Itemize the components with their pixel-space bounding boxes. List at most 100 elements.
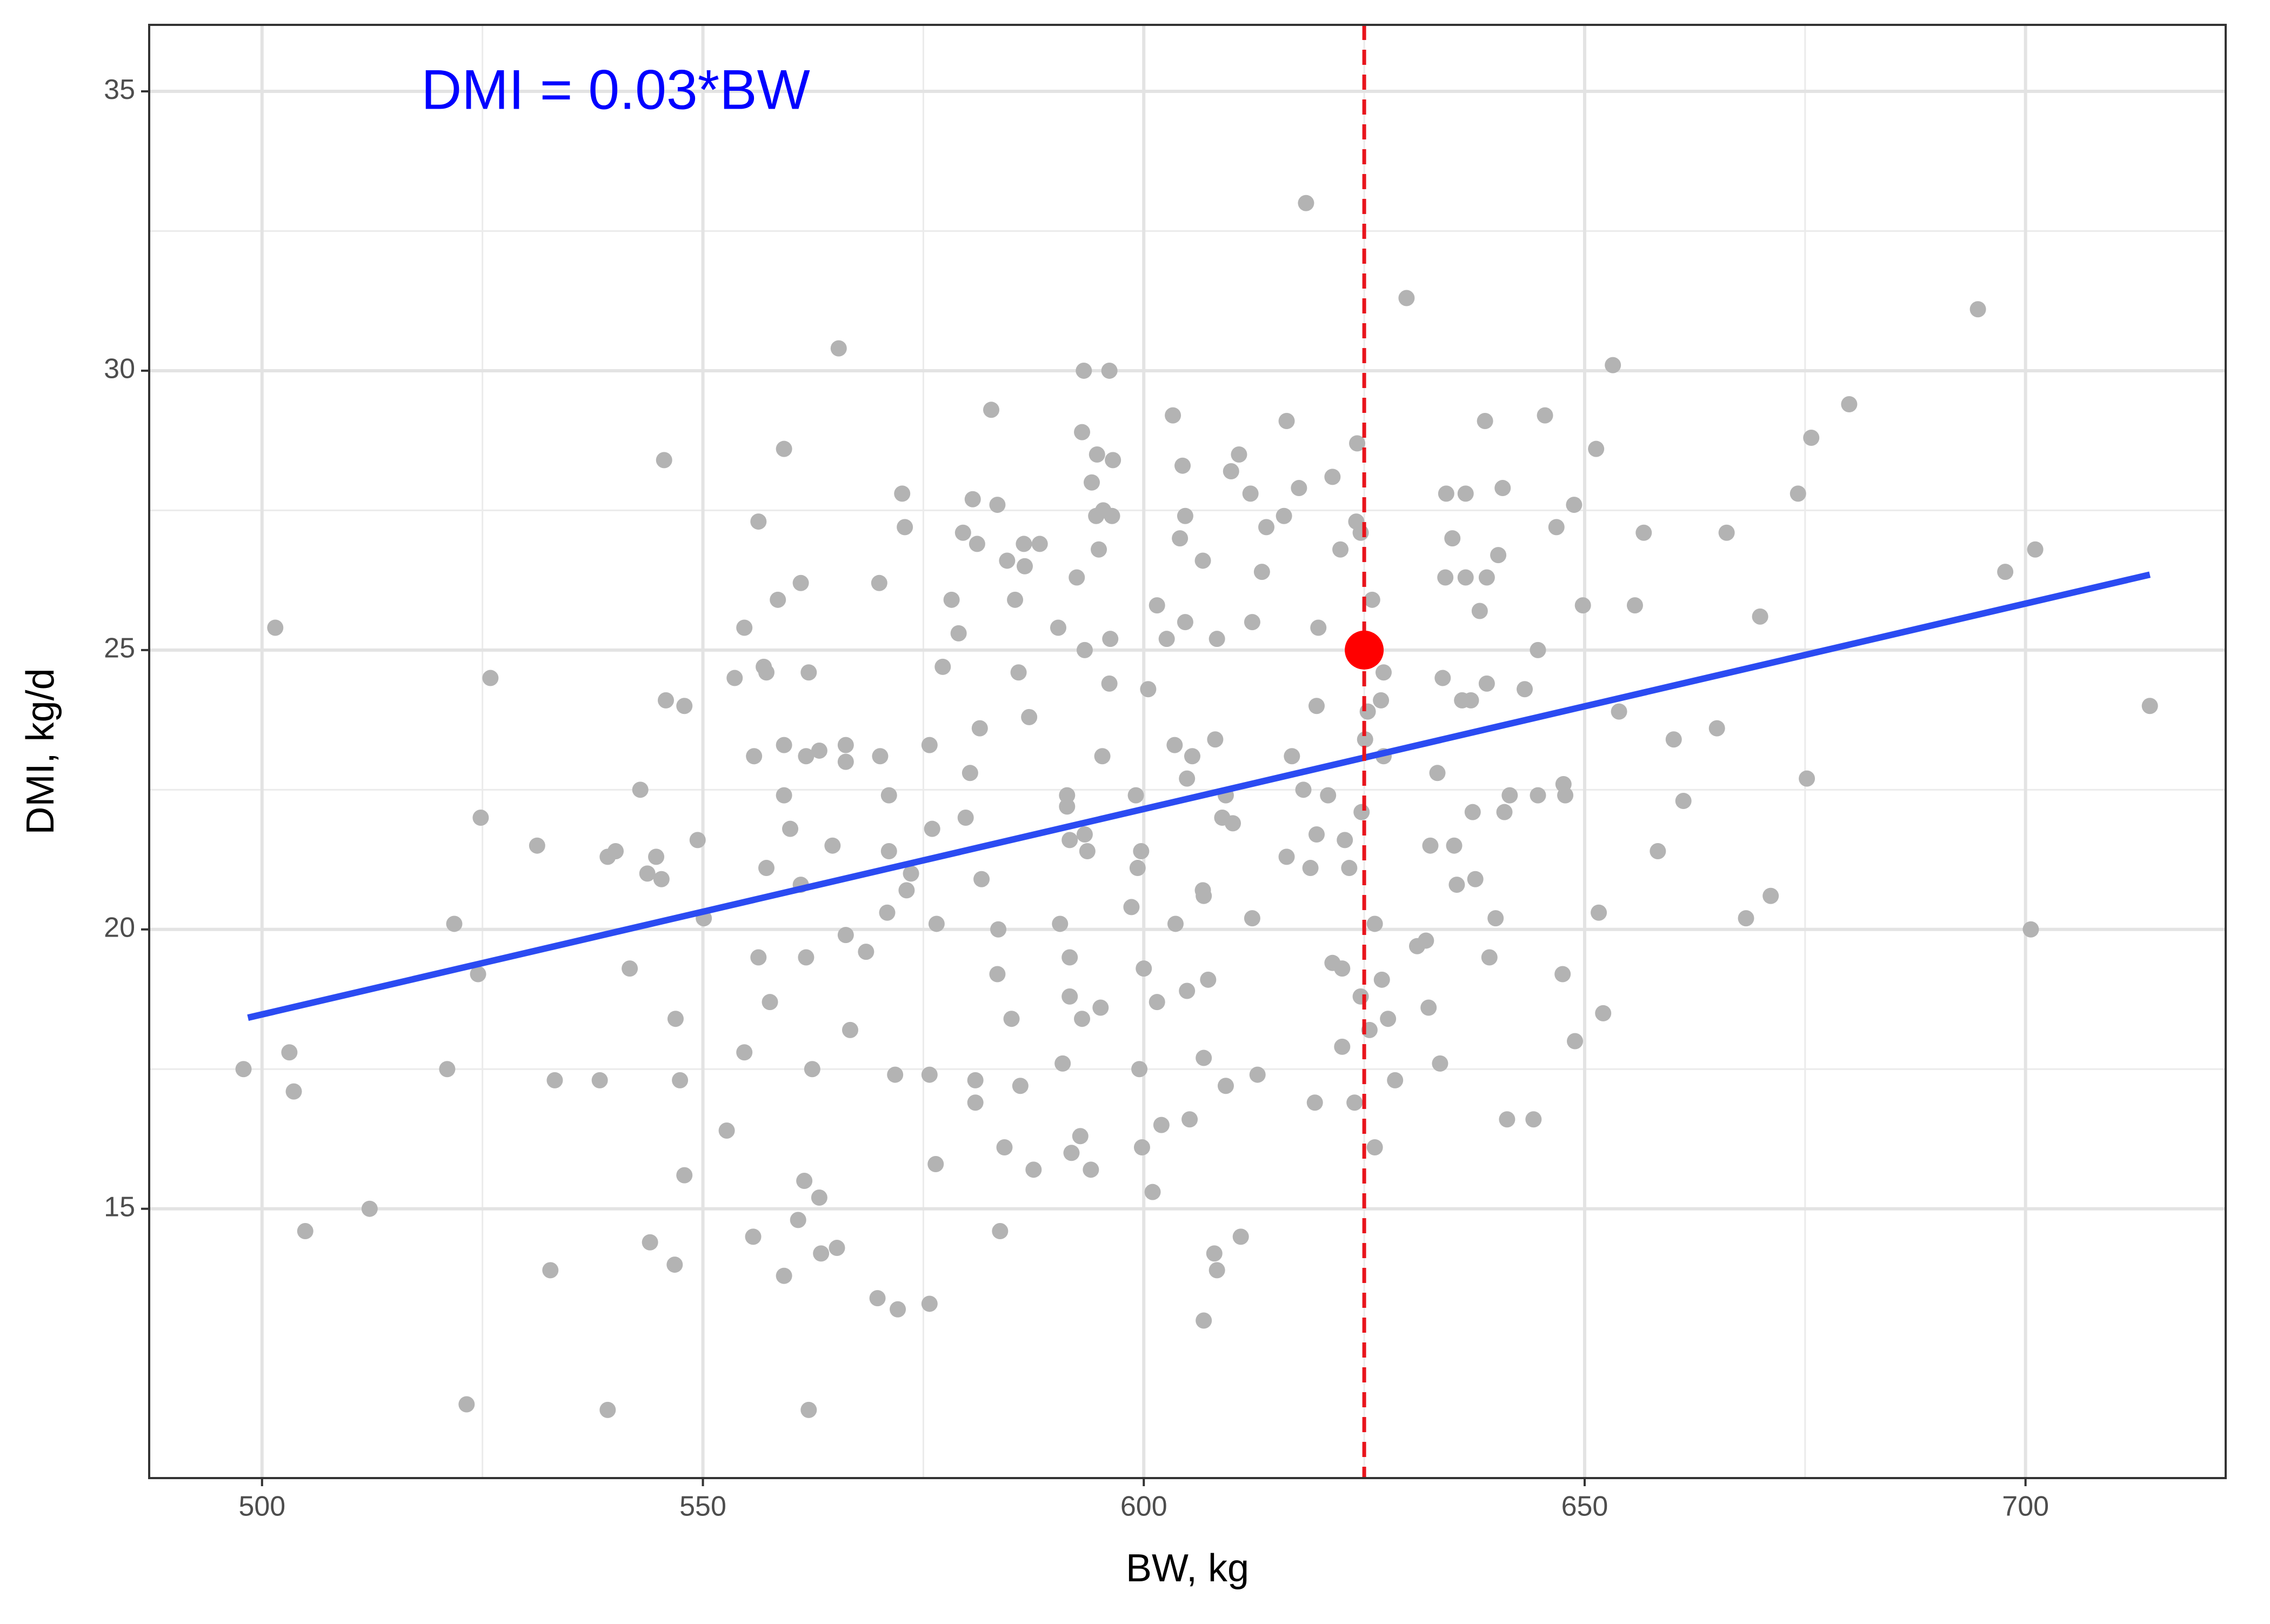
- data-point: [285, 1083, 302, 1100]
- data-point: [1380, 1011, 1397, 1027]
- data-point: [792, 574, 809, 591]
- data-point: [1140, 681, 1157, 698]
- data-point: [1574, 597, 1591, 614]
- data-point: [529, 837, 545, 854]
- data-point: [1167, 915, 1184, 932]
- data-point: [1295, 781, 1312, 798]
- data-point: [1359, 703, 1376, 720]
- data-point: [1357, 731, 1373, 748]
- data-point: [591, 1072, 608, 1088]
- data-point: [1165, 407, 1181, 424]
- highlight-point: [1345, 630, 1384, 670]
- data-point: [1209, 1262, 1225, 1279]
- data-point: [1052, 915, 1069, 932]
- data-point: [1332, 541, 1349, 558]
- data-point: [1278, 412, 1295, 429]
- data-point: [1799, 770, 1815, 787]
- data-point: [750, 949, 767, 966]
- data-point: [964, 491, 981, 507]
- data-point: [1398, 290, 1415, 306]
- data-point: [1353, 804, 1370, 820]
- data-point: [921, 1295, 938, 1312]
- data-point: [1207, 731, 1224, 748]
- data-point: [1320, 787, 1337, 804]
- data-point: [1196, 1050, 1212, 1066]
- data-point: [607, 843, 624, 860]
- data-point: [1209, 631, 1225, 647]
- data-point: [1059, 787, 1076, 804]
- data-point: [1525, 1111, 1542, 1128]
- data-point: [1420, 999, 1437, 1016]
- data-point: [1650, 843, 1666, 860]
- data-point: [1061, 988, 1078, 1005]
- data-point: [1123, 899, 1140, 915]
- data-point: [1375, 664, 1392, 681]
- data-point: [1665, 731, 1682, 748]
- data-point: [921, 737, 938, 753]
- data-point: [869, 1290, 886, 1307]
- data-point: [1298, 195, 1314, 211]
- data-point: [1083, 1161, 1099, 1178]
- data-point: [1626, 597, 1643, 614]
- panel-border: [148, 24, 2227, 1479]
- data-point: [599, 1401, 616, 1418]
- data-point: [1457, 485, 1474, 502]
- data-point: [798, 949, 814, 966]
- data-point: [1310, 619, 1327, 636]
- data-point: [1567, 1033, 1584, 1050]
- data-point: [1016, 536, 1032, 552]
- data-point: [897, 519, 913, 536]
- x-tick-label: 500: [238, 1491, 285, 1522]
- data-point: [967, 1094, 984, 1111]
- data-point: [1217, 1078, 1234, 1094]
- data-point: [992, 1223, 1009, 1240]
- data-point: [1079, 843, 1096, 860]
- x-axis-title: BW, kg: [1126, 1547, 1249, 1590]
- data-point: [879, 904, 896, 921]
- data-point: [1997, 564, 2014, 580]
- data-point: [1446, 837, 1463, 854]
- data-point: [776, 1267, 792, 1284]
- y-tick-label: 20: [104, 912, 135, 944]
- data-point: [770, 591, 786, 608]
- data-point: [967, 1072, 984, 1088]
- data-point: [1129, 860, 1146, 877]
- data-point: [1076, 641, 1093, 658]
- data-point: [1387, 1072, 1404, 1088]
- data-point: [1061, 949, 1078, 966]
- data-point: [1091, 541, 1107, 558]
- data-point: [1334, 1038, 1351, 1055]
- data-point: [1054, 1055, 1071, 1072]
- data-point: [1200, 971, 1217, 988]
- data-point: [1244, 614, 1260, 631]
- fit-line: [247, 571, 2151, 1021]
- data-point: [1007, 591, 1024, 608]
- data-point: [1177, 507, 1193, 524]
- data-point: [1149, 994, 1165, 1011]
- data-point: [1352, 988, 1369, 1005]
- data-point: [999, 552, 1016, 569]
- data-point: [1102, 631, 1119, 647]
- data-point: [830, 340, 847, 357]
- data-point: [1003, 1011, 1020, 1027]
- data-point: [1166, 737, 1183, 753]
- data-point: [1136, 960, 1152, 977]
- data-point: [1548, 519, 1565, 536]
- data-point: [880, 843, 897, 860]
- data-point: [921, 1066, 938, 1083]
- data-point: [1017, 558, 1033, 574]
- data-point: [1196, 887, 1212, 904]
- data-point: [672, 1072, 689, 1088]
- data-point: [439, 1061, 456, 1078]
- data-point: [1278, 848, 1295, 865]
- data-point: [1206, 1245, 1223, 1262]
- data-point: [829, 1240, 845, 1257]
- data-point: [811, 742, 827, 759]
- data-point: [1223, 463, 1239, 480]
- data-point: [1557, 787, 1574, 804]
- data-point: [642, 1234, 658, 1251]
- data-point: [361, 1200, 378, 1217]
- data-point: [1153, 1117, 1170, 1133]
- data-point: [962, 765, 978, 781]
- data-point: [871, 574, 887, 591]
